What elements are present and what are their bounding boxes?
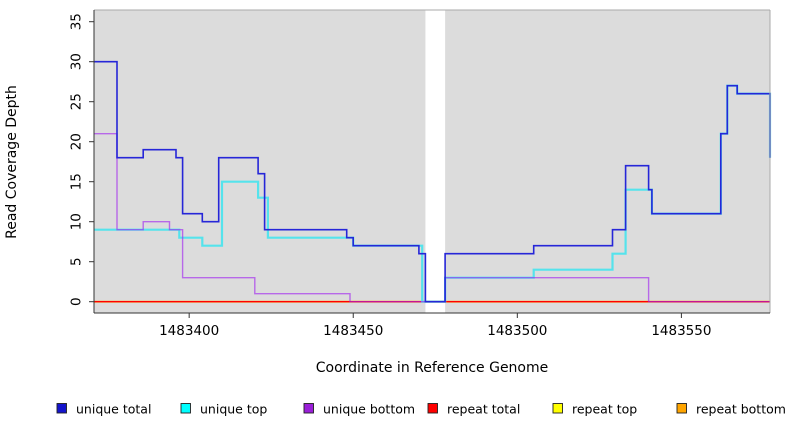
x-tick-label: 1483550 — [651, 323, 711, 339]
legend-swatch-repeat-total — [427, 403, 438, 414]
legend-label-repeat-bottom: repeat bottom — [696, 402, 786, 417]
x-axis: 1483400 1483450 1483500 1483550 — [159, 313, 711, 339]
x-tick-label: 1483450 — [323, 323, 383, 339]
y-tick-label: 30 — [69, 53, 85, 70]
legend-label-unique-top: unique top — [200, 402, 267, 417]
y-tick-label: 10 — [69, 213, 85, 230]
legend-label-unique-total: unique total — [76, 402, 151, 417]
y-tick-label: 5 — [69, 257, 85, 266]
y-tick-label: 0 — [69, 297, 85, 306]
y-tick-label: 25 — [69, 93, 85, 110]
legend-label-repeat-total: repeat total — [447, 402, 520, 417]
series-line-unique-bottom — [94, 133, 770, 303]
y-tick-label: 15 — [69, 173, 85, 190]
plot-box — [93, 9, 771, 314]
legend: unique total unique top unique bottom repea… — [56, 402, 786, 417]
series-line-unique-total — [94, 60, 771, 303]
x-tick-label: 1483400 — [159, 323, 219, 339]
legend-swatch-repeat-top — [552, 403, 563, 414]
legend-swatch-unique-top — [180, 403, 191, 414]
series-lines — [94, 60, 772, 303]
plot-panel — [94, 10, 770, 313]
y-axis: 0 5 10 15 20 25 30 35 — [69, 13, 94, 306]
legend-swatch-unique-total — [56, 403, 67, 414]
y-tick-label: 20 — [69, 133, 85, 150]
y-axis-title: Read Coverage Depth — [4, 85, 20, 239]
legend-label-unique-bottom: unique bottom — [323, 402, 415, 417]
x-tick-label: 1483500 — [487, 323, 547, 339]
legend-swatch-unique-bottom — [303, 403, 314, 414]
x-axis-title: Coordinate in Reference Genome — [316, 360, 549, 376]
masked-region — [425, 10, 446, 313]
legend-swatch-repeat-bottom — [676, 403, 687, 414]
legend-label-repeat-top: repeat top — [572, 402, 637, 417]
y-tick-label: 35 — [69, 13, 85, 30]
